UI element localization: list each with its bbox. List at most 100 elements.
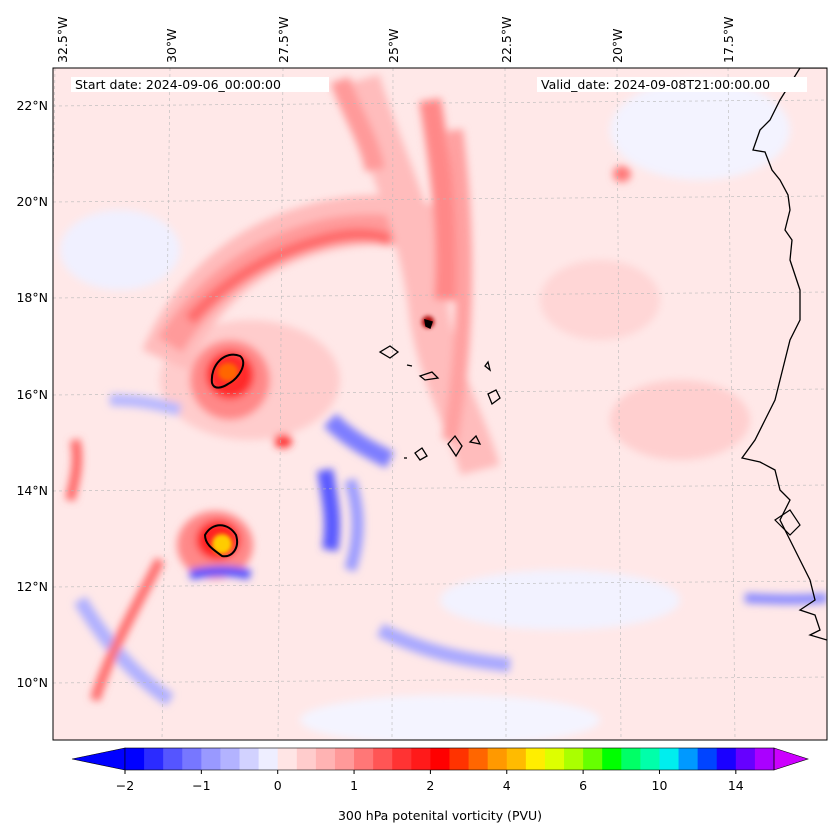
colorbar-segment (411, 748, 431, 770)
graticule (53, 68, 827, 740)
colorbar-segment (277, 748, 298, 770)
cape-verde-islands (378, 345, 501, 461)
colorbar-segment (602, 748, 622, 770)
pv-jet-band (185, 228, 393, 324)
lat-label: 10°N (16, 675, 48, 690)
pv-low-patch (60, 210, 180, 290)
pv-negative-streak (323, 413, 395, 469)
pv-core-orange (218, 363, 238, 381)
lat-label: 16°N (16, 387, 48, 402)
pv-high-patch (540, 260, 660, 340)
lon-label: 25°W (386, 28, 401, 63)
colorbar-segment (334, 748, 355, 770)
colorbar-segment (144, 748, 164, 770)
colorbar-segment (583, 748, 603, 770)
colorbar-segment (239, 748, 260, 770)
colorbar-segment (754, 748, 775, 770)
lat-label: 14°N (16, 483, 48, 498)
pv-negative-streak (344, 478, 364, 572)
colorbar-segment (430, 748, 450, 770)
pv-high-patch (610, 380, 750, 460)
colorbar-tick-label: −2 (115, 778, 135, 793)
pv-negative-streak (317, 468, 341, 552)
lat-label: 18°N (16, 290, 48, 305)
lon-label: 22.5°W (499, 16, 514, 63)
colorbar-tick-label: 2 (426, 778, 435, 793)
africa-coastline (740, 68, 827, 641)
colorbar-tick-label: 4 (502, 778, 511, 793)
pv-2pvu-contour (424, 318, 433, 330)
pv-negative-streak (188, 566, 252, 580)
pv-positive-streak (90, 557, 165, 702)
colorbar-tick-label: 6 (579, 778, 588, 793)
colorbar-segment (125, 748, 145, 770)
pv-negative-streak (109, 394, 182, 416)
colorbar-segment (220, 748, 241, 770)
colorbar-tick-label: 1 (350, 778, 359, 793)
pv-streamer (330, 76, 385, 173)
pv-low-patch (440, 570, 680, 630)
colorbar-segment (640, 748, 660, 770)
colorbar-tick-label: 10 (651, 778, 668, 793)
lon-label: 27.5°W (276, 16, 291, 63)
colorbar-tick-label: 0 (273, 778, 282, 793)
pv-negative-streak (744, 593, 827, 605)
pv-streamer (442, 129, 473, 442)
colorbar-segment (258, 748, 279, 770)
pv-2pvu-contour (210, 353, 245, 389)
pv-core-yellow (212, 534, 232, 554)
lon-label: 30°W (164, 28, 179, 63)
map-plot-area (53, 68, 827, 740)
colorbar-segment (678, 748, 699, 770)
lat-label: 22°N (16, 98, 48, 113)
pv-small-cell (274, 434, 292, 448)
colorbar-extend-low (71, 747, 126, 771)
map-frame (52, 67, 828, 741)
colorbar-segment (449, 748, 470, 770)
colorbar-tick-label: 14 (727, 778, 744, 793)
colorbar-segment (487, 748, 508, 770)
pv-small-cell (613, 166, 631, 182)
colorbar-segment (468, 748, 489, 770)
start-date-label: Start date: 2024-09-06_00:00:00 (71, 77, 329, 92)
colorbar-extend-high (773, 747, 809, 771)
colorbar-segment (621, 748, 641, 770)
colorbar-segment (182, 748, 202, 770)
pv-2pvu-contour (203, 524, 238, 558)
colorbar-segment (544, 748, 565, 770)
valid-date-label: Valid_date: 2024-09-08T21:00:00.00 (537, 77, 807, 92)
colorbar-segment (373, 748, 393, 770)
colorbar-segment (201, 748, 221, 770)
colorbar-segment (697, 748, 718, 770)
colorbar-segment (659, 748, 680, 770)
coastline-detail (774, 509, 801, 536)
pv-streamer (419, 98, 458, 301)
colorbar-segment (163, 748, 183, 770)
pv-streamer (340, 74, 500, 476)
colorbar-segment (525, 748, 546, 770)
pv-low-patch (300, 695, 600, 740)
colorbar-segment (392, 748, 412, 770)
colorbar-frame (124, 747, 775, 771)
lon-label: 32.5°W (55, 16, 70, 63)
lat-label: 20°N (16, 194, 48, 209)
colorbar-segment (315, 748, 336, 770)
colorbar-segment (735, 748, 756, 770)
pv-positive-streak (65, 438, 83, 502)
lon-label: 17.5°W (721, 16, 736, 63)
colorbar-segment (506, 748, 527, 770)
colorbar-segment (296, 748, 317, 770)
colorbar-segment (354, 748, 374, 770)
pv-low-patch (610, 80, 790, 180)
colorbar (71, 747, 809, 774)
colorbar-label: 300 hPa potenital vorticity (PVU) (337, 808, 543, 823)
lon-label: 20°W (610, 28, 625, 63)
colorbar-segment (716, 748, 737, 770)
pv-negative-streak (376, 623, 511, 672)
colorbar-tick-label: −1 (192, 778, 211, 793)
colorbar-segment (564, 748, 584, 770)
pv-negative-streak (73, 596, 174, 706)
lat-label: 12°N (16, 579, 48, 594)
